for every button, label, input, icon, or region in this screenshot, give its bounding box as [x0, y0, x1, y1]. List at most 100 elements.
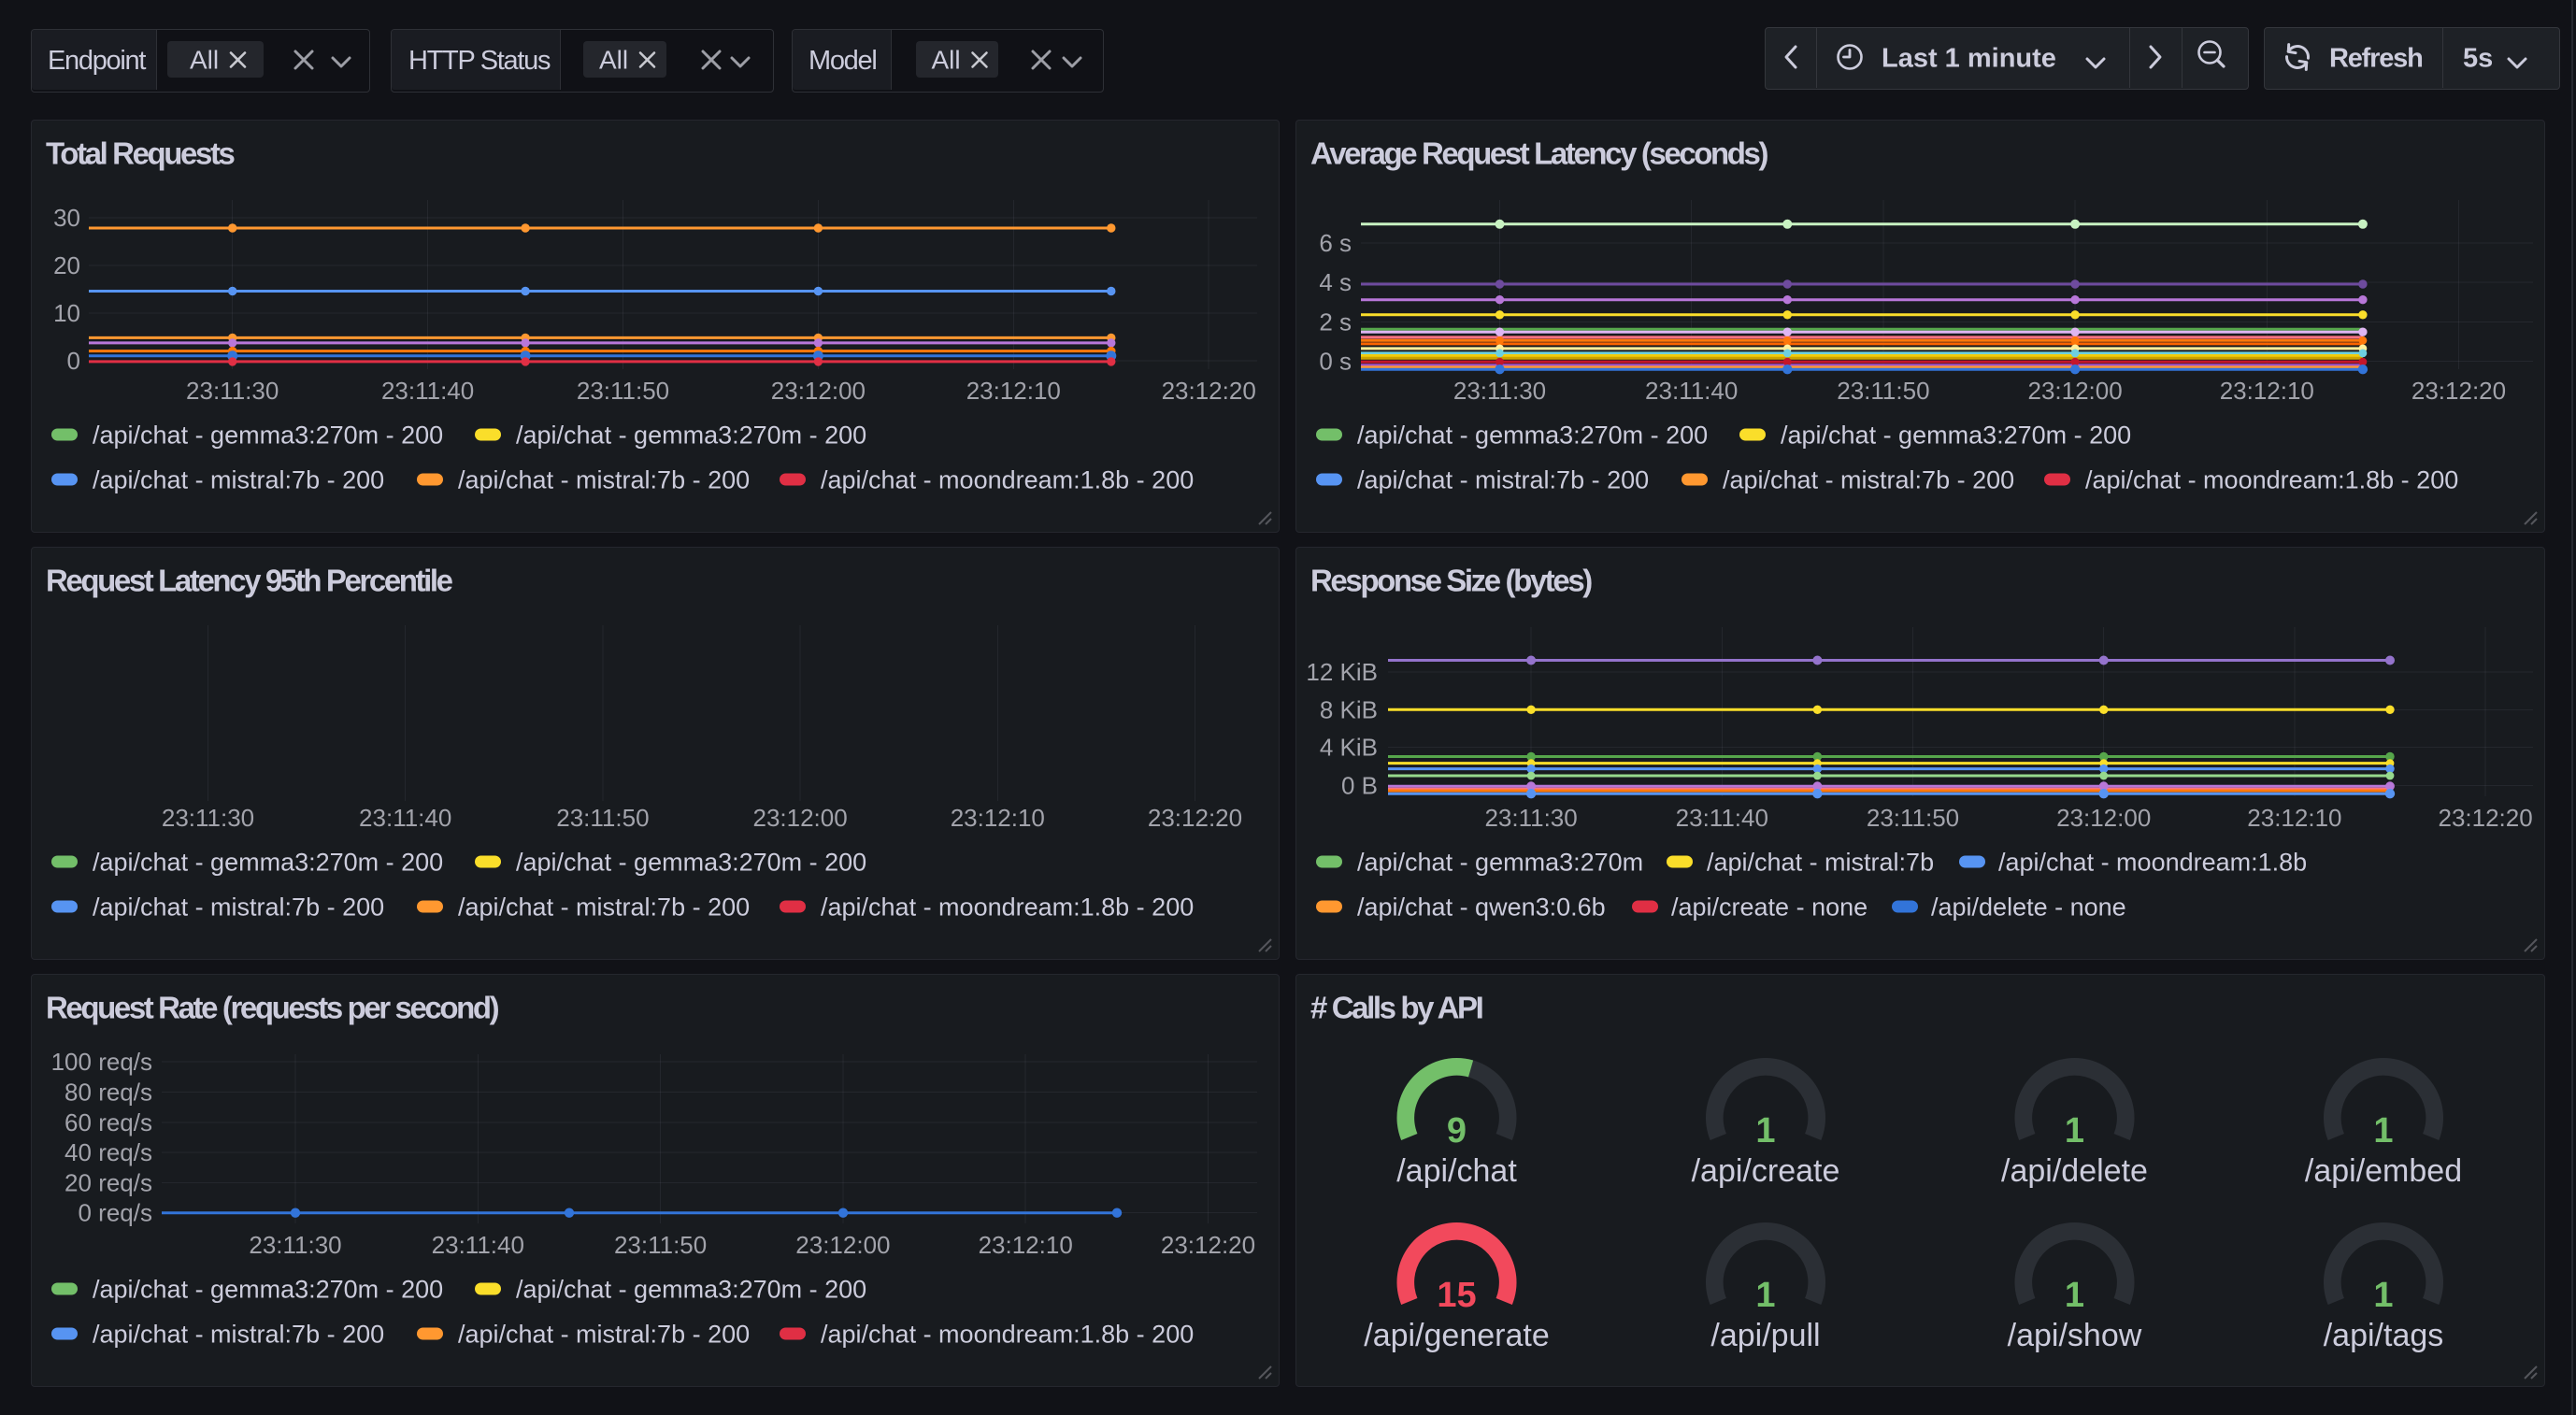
svg-text:/api/chat - mistral:7b - 200: /api/chat - mistral:7b - 200 [93, 893, 384, 922]
svg-text:/api/chat - qwen3:0.6b: /api/chat - qwen3:0.6b [1357, 893, 1606, 922]
svg-text:23:11:30: 23:11:30 [162, 804, 254, 832]
svg-text:23:12:10: 23:12:10 [979, 1231, 1073, 1259]
svg-text:/api/show: /api/show [2008, 1318, 2142, 1353]
svg-text:/api/chat - mistral:7b - 200: /api/chat - mistral:7b - 200 [93, 1321, 384, 1349]
svg-text:23:12:20: 23:12:20 [1161, 1231, 1255, 1259]
svg-text:Average Request Latency (secon: Average Request Latency (seconds) [1310, 136, 1768, 171]
svg-text:1: 1 [2065, 1276, 2084, 1315]
svg-text:/api/chat - gemma3:270m - 200: /api/chat - gemma3:270m - 200 [93, 849, 443, 877]
svg-text:/api/chat - gemma3:270m - 200: /api/chat - gemma3:270m - 200 [1781, 422, 2131, 450]
svg-text:/api/chat - moondream:1.8b - 2: /api/chat - moondream:1.8b - 200 [2085, 466, 2458, 494]
svg-text:1: 1 [2373, 1276, 2393, 1315]
svg-text:/api/chat - gemma3:270m - 200: /api/chat - gemma3:270m - 200 [1357, 422, 1708, 450]
svg-text:23:11:40: 23:11:40 [1645, 377, 1738, 405]
svg-text:Last 1 minute: Last 1 minute [1882, 44, 2056, 74]
svg-text:1: 1 [1755, 1111, 1775, 1151]
svg-text:/api/create: /api/create [1692, 1153, 1840, 1189]
svg-text:23:12:20: 23:12:20 [1148, 804, 1242, 832]
svg-text:23:12:00: 23:12:00 [771, 377, 866, 405]
svg-text:Model: Model [809, 46, 877, 76]
svg-text:23:12:00: 23:12:00 [752, 804, 847, 832]
svg-text:/api/delete: /api/delete [2001, 1153, 2148, 1189]
svg-text:10: 10 [53, 299, 80, 327]
svg-text:/api/chat - moondream:1.8b - 2: /api/chat - moondream:1.8b - 200 [821, 466, 1194, 494]
svg-text:6 s: 6 s [1319, 229, 1352, 257]
svg-text:5s: 5s [2463, 44, 2493, 74]
svg-text:/api/embed: /api/embed [2305, 1153, 2462, 1189]
svg-text:23:11:30: 23:11:30 [249, 1231, 341, 1259]
svg-text:60 req/s: 60 req/s [64, 1108, 152, 1136]
svg-text:1: 1 [1755, 1276, 1775, 1315]
svg-text:Endpoint: Endpoint [48, 46, 146, 76]
svg-text:/api/chat - moondream:1.8b: /api/chat - moondream:1.8b [1998, 849, 2307, 877]
svg-text:23:11:50: 23:11:50 [577, 377, 669, 405]
svg-text:0 s: 0 s [1319, 347, 1352, 375]
svg-text:23:12:00: 23:12:00 [2056, 804, 2151, 832]
svg-text:23:11:50: 23:11:50 [1837, 377, 1929, 405]
svg-text:/api/chat - gemma3:270m - 200: /api/chat - gemma3:270m - 200 [93, 1276, 443, 1304]
svg-text:/api/pull: /api/pull [1710, 1318, 1820, 1353]
svg-text:23:12:20: 23:12:20 [2438, 804, 2532, 832]
svg-text:All: All [931, 46, 960, 75]
svg-text:80 req/s: 80 req/s [64, 1079, 152, 1107]
svg-text:0 B: 0 B [1341, 772, 1378, 800]
svg-text:/api/chat - mistral:7b - 200: /api/chat - mistral:7b - 200 [458, 466, 750, 494]
svg-text:Refresh: Refresh [2329, 44, 2423, 74]
svg-text:23:11:40: 23:11:40 [381, 377, 474, 405]
svg-text:/api/create - none: /api/create - none [1671, 893, 1868, 922]
svg-text:23:12:10: 23:12:10 [2220, 377, 2314, 405]
svg-text:23:12:10: 23:12:10 [966, 377, 1061, 405]
svg-text:23:11:30: 23:11:30 [1453, 377, 1546, 405]
svg-text:20 req/s: 20 req/s [64, 1168, 152, 1196]
svg-text:30: 30 [53, 204, 80, 232]
svg-text:/api/chat - mistral:7b - 200: /api/chat - mistral:7b - 200 [93, 466, 384, 494]
svg-text:Total Requests: Total Requests [46, 136, 235, 171]
svg-text:/api/tags: /api/tags [2324, 1318, 2444, 1353]
svg-text:23:11:30: 23:11:30 [186, 377, 279, 405]
svg-text:/api/chat - gemma3:270m - 200: /api/chat - gemma3:270m - 200 [93, 422, 443, 450]
svg-text:20: 20 [53, 251, 80, 279]
svg-text:Request Rate (requests per sec: Request Rate (requests per second) [46, 991, 499, 1025]
svg-text:1: 1 [2373, 1111, 2393, 1151]
svg-text:4 s: 4 s [1319, 268, 1352, 296]
svg-text:# Calls by API: # Calls by API [1310, 991, 1482, 1025]
svg-text:HTTP Status: HTTP Status [408, 46, 551, 76]
svg-text:0: 0 [67, 347, 80, 375]
svg-text:/api/chat - gemma3:270m - 200: /api/chat - gemma3:270m - 200 [516, 422, 866, 450]
svg-text:/api/chat - gemma3:270m - 200: /api/chat - gemma3:270m - 200 [516, 849, 866, 877]
svg-text:/api/chat - mistral:7b - 200: /api/chat - mistral:7b - 200 [458, 1321, 750, 1349]
svg-text:All: All [190, 46, 219, 75]
svg-text:12 KiB: 12 KiB [1306, 658, 1378, 686]
svg-text:/api/chat - moondream:1.8b - 2: /api/chat - moondream:1.8b - 200 [821, 1321, 1194, 1349]
svg-text:23:12:00: 23:12:00 [2027, 377, 2122, 405]
svg-text:/api/delete - none: /api/delete - none [1931, 893, 2126, 922]
svg-text:8 KiB: 8 KiB [1320, 695, 1378, 723]
svg-text:23:12:20: 23:12:20 [1162, 377, 1256, 405]
svg-text:23:12:10: 23:12:10 [951, 804, 1045, 832]
svg-text:23:11:40: 23:11:40 [432, 1231, 524, 1259]
svg-text:23:11:40: 23:11:40 [1676, 804, 1768, 832]
svg-text:1: 1 [2065, 1111, 2084, 1151]
svg-text:/api/chat - mistral:7b - 200: /api/chat - mistral:7b - 200 [1723, 466, 2014, 494]
svg-text:2 s: 2 s [1319, 307, 1352, 336]
svg-text:Response Size (bytes): Response Size (bytes) [1310, 564, 1592, 598]
svg-text:/api/chat - mistral:7b: /api/chat - mistral:7b [1707, 849, 1934, 877]
svg-text:23:12:00: 23:12:00 [795, 1231, 890, 1259]
svg-text:23:11:50: 23:11:50 [1867, 804, 1959, 832]
svg-text:/api/chat - moondream:1.8b - 2: /api/chat - moondream:1.8b - 200 [821, 893, 1194, 922]
svg-text:4 KiB: 4 KiB [1320, 733, 1378, 761]
svg-text:/api/chat - mistral:7b - 200: /api/chat - mistral:7b - 200 [1357, 466, 1649, 494]
svg-text:23:12:10: 23:12:10 [2247, 804, 2341, 832]
svg-text:All: All [599, 46, 628, 75]
svg-text:0 req/s: 0 req/s [79, 1199, 153, 1227]
svg-text:9: 9 [1447, 1111, 1467, 1151]
svg-text:23:11:50: 23:11:50 [556, 804, 649, 832]
svg-text:Request Latency 95th Percentil: Request Latency 95th Percentile [46, 564, 453, 598]
svg-text:15: 15 [1437, 1276, 1476, 1315]
svg-text:/api/chat - mistral:7b - 200: /api/chat - mistral:7b - 200 [458, 893, 750, 922]
svg-text:/api/chat - gemma3:270m - 200: /api/chat - gemma3:270m - 200 [516, 1276, 866, 1304]
svg-text:23:11:40: 23:11:40 [359, 804, 451, 832]
svg-text:/api/chat - gemma3:270m: /api/chat - gemma3:270m [1357, 849, 1643, 877]
svg-text:23:12:20: 23:12:20 [2411, 377, 2506, 405]
svg-text:/api/chat: /api/chat [1396, 1153, 1517, 1189]
